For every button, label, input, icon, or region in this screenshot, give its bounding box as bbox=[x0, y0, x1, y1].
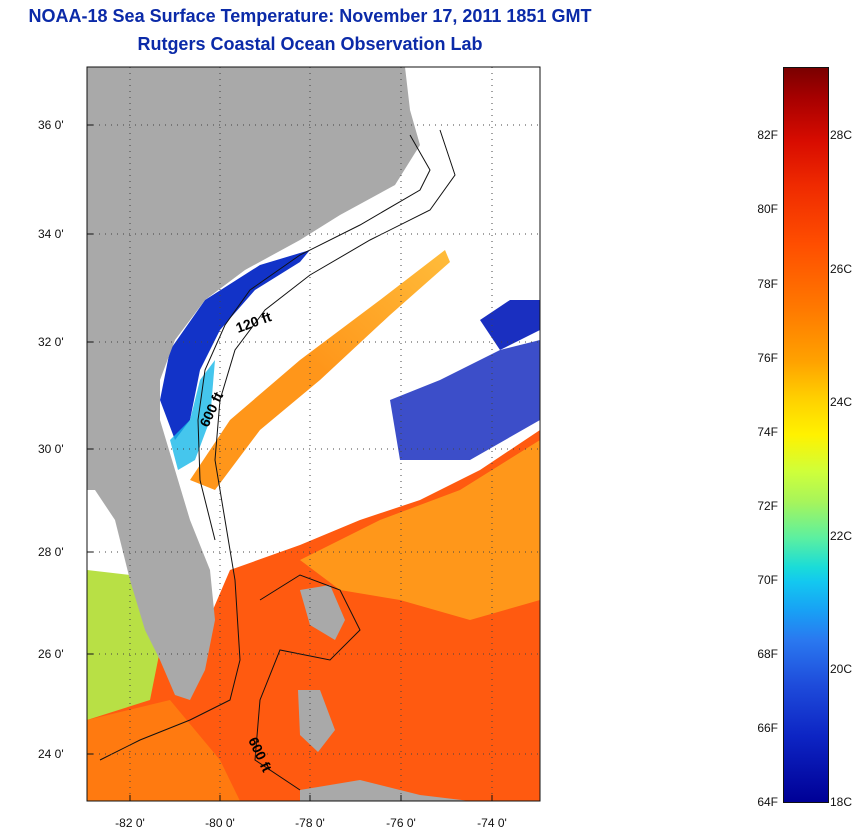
lon-tick: -74 0' bbox=[477, 816, 507, 830]
temperature-colorbar bbox=[783, 67, 829, 803]
colorbar-f-label: 64F bbox=[757, 795, 778, 809]
lat-tick: 24 0' bbox=[38, 747, 64, 761]
land-andros bbox=[298, 690, 335, 752]
contour-bahamas bbox=[254, 574, 361, 791]
colorbar-f-label: 68F bbox=[757, 647, 778, 661]
lon-tick: -82 0' bbox=[115, 816, 145, 830]
frame-ticks bbox=[87, 124, 493, 801]
lat-tick: 36 0' bbox=[38, 118, 64, 132]
north-cold-patch bbox=[480, 300, 540, 350]
contour-600ft bbox=[99, 129, 456, 761]
cold-shelf-water bbox=[160, 250, 310, 440]
lat-tick: 26 0' bbox=[38, 647, 64, 661]
chart-title: NOAA-18 Sea Surface Temperature: Novembe… bbox=[28, 6, 592, 26]
gulf-warm-strip bbox=[87, 700, 240, 801]
colorbar-f-label: 76F bbox=[757, 351, 778, 365]
colorbar-c-label: 20C bbox=[830, 662, 853, 676]
colorbar-f-label: 66F bbox=[757, 721, 778, 735]
colorbar-f-label: 82F bbox=[757, 128, 778, 142]
colorbar-c-label: 28C bbox=[830, 128, 853, 142]
graticule bbox=[87, 67, 540, 801]
lat-tick: 30 0' bbox=[38, 442, 64, 456]
colorbar-f-label: 80F bbox=[757, 202, 778, 216]
lat-tick: 32 0' bbox=[38, 335, 64, 349]
colorbar-c-label: 18C bbox=[830, 795, 853, 809]
colorbar-c-label: 24C bbox=[830, 395, 853, 409]
lon-tick: -76 0' bbox=[386, 816, 416, 830]
contour-120ft bbox=[197, 134, 431, 541]
land-cuba bbox=[300, 780, 470, 801]
lon-tick: -80 0' bbox=[205, 816, 235, 830]
map-frame bbox=[86, 66, 541, 802]
lat-tick: 28 0' bbox=[38, 545, 64, 559]
cold-eddy-patches bbox=[390, 340, 540, 460]
chart-subtitle: Rutgers Coastal Ocean Observation Lab bbox=[137, 34, 483, 54]
shelf-transition bbox=[170, 360, 215, 470]
colorbar-f-label: 72F bbox=[757, 499, 778, 513]
land-mainland bbox=[87, 67, 420, 700]
colorbar-c-label: 22C bbox=[830, 529, 853, 543]
lat-tick: 34 0' bbox=[38, 227, 64, 241]
land-bahamas bbox=[300, 585, 345, 640]
colorbar-f-label: 78F bbox=[757, 277, 778, 291]
warm-water-yellow bbox=[300, 440, 540, 620]
colorbar-f-label: 74F bbox=[757, 425, 778, 439]
colorbar-c-label: 26C bbox=[830, 262, 853, 276]
lon-tick: -78 0' bbox=[295, 816, 325, 830]
colorbar-f-label: 70F bbox=[757, 573, 778, 587]
gulf-stream bbox=[190, 250, 450, 490]
